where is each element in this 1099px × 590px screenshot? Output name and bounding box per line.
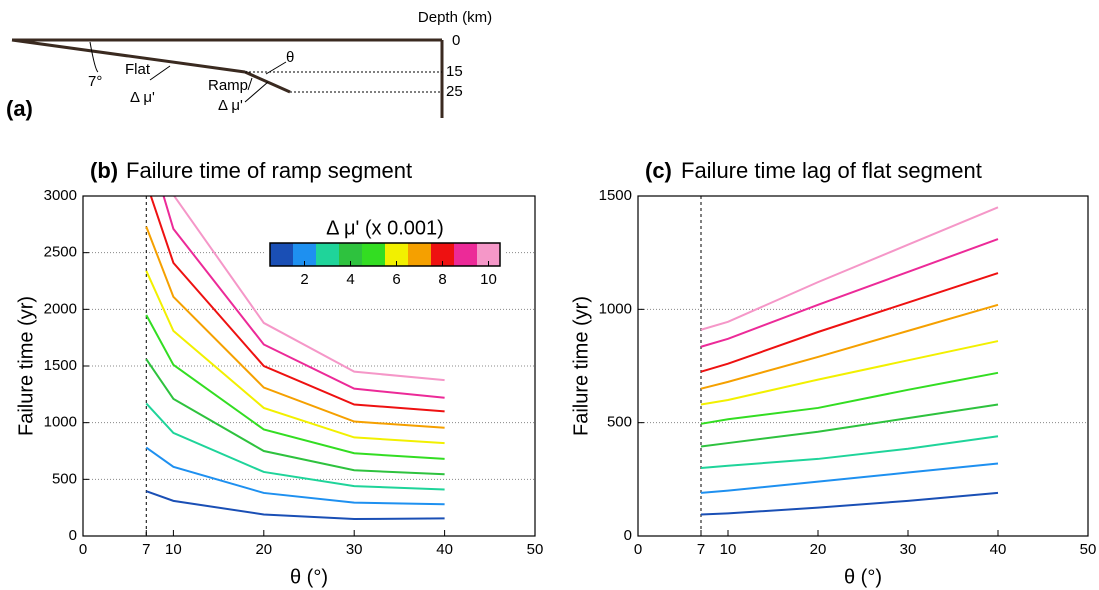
panel-label: (a) xyxy=(6,96,33,121)
y-tick-label: 2000 xyxy=(44,300,77,317)
series-line xyxy=(145,270,445,445)
colorbar-segment xyxy=(339,243,362,266)
colorbar-segment xyxy=(454,243,477,266)
series-line xyxy=(700,303,999,390)
series-line xyxy=(172,196,445,382)
y-tick-label: 0 xyxy=(624,527,632,544)
depth-label: 25 xyxy=(446,83,463,100)
colorbar-tick-label: 8 xyxy=(438,271,446,288)
x-tick-label: 40 xyxy=(990,541,1007,558)
panel-label: (c) xyxy=(645,158,672,183)
series-line xyxy=(700,371,999,425)
y-tick-label: 1000 xyxy=(599,300,632,317)
series-line xyxy=(145,402,445,491)
series-line xyxy=(700,435,999,469)
plot-frame xyxy=(82,195,536,537)
diagram xyxy=(11,38,444,118)
y-axis-label: Failure time (yr) xyxy=(15,296,37,436)
x-tick-label: 0 xyxy=(79,541,87,558)
y-tick-label: 3000 xyxy=(44,187,77,204)
arrow xyxy=(244,81,269,103)
plot-area xyxy=(700,206,999,516)
x-tick-label: 10 xyxy=(720,541,737,558)
series-line xyxy=(700,491,999,516)
panel-label: (b) xyxy=(90,158,118,183)
series-line xyxy=(145,226,445,429)
y-tick-label: 0 xyxy=(69,527,77,544)
arrow xyxy=(149,65,171,81)
chart-title: Failure time of ramp segment xyxy=(126,158,412,183)
x-tick-label: 7 xyxy=(697,541,705,558)
plot-area xyxy=(145,196,445,521)
colorbar-segment xyxy=(293,243,316,266)
x-tick-label: 20 xyxy=(810,541,827,558)
colorbar-segment xyxy=(477,243,500,266)
x-tick-label: 30 xyxy=(346,541,363,558)
series-line xyxy=(700,340,999,406)
arrow xyxy=(265,61,287,75)
series-line xyxy=(149,196,445,413)
colorbar-segment xyxy=(362,243,385,266)
series-line xyxy=(145,314,445,460)
x-tick-label: 30 xyxy=(900,541,917,558)
colorbar-tick-label: 6 xyxy=(392,271,400,288)
ramp-label: Ramp xyxy=(208,77,248,94)
x-tick-label: 50 xyxy=(527,541,544,558)
y-tick-label: 500 xyxy=(607,414,632,431)
series-line xyxy=(700,272,999,373)
colorbar-segment xyxy=(316,243,339,266)
series-line xyxy=(145,358,445,476)
friction-label: Δ μ' xyxy=(130,89,155,106)
x-tick-label: 7 xyxy=(142,541,150,558)
colorbar-frame xyxy=(269,242,501,267)
friction-label: Δ μ' xyxy=(218,97,243,114)
colorbar-tick-label: 10 xyxy=(480,271,497,288)
depth-label: 0 xyxy=(452,32,460,49)
colorbar-title: Δ μ' (x 0.001) xyxy=(326,217,444,239)
y-tick-label: 1500 xyxy=(44,357,77,374)
chart-title: Failure time lag of flat segment xyxy=(681,158,982,183)
arrow xyxy=(89,41,99,73)
colorbar-segment xyxy=(385,243,408,266)
y-tick-label: 1000 xyxy=(44,414,77,431)
colorbar-segment xyxy=(431,243,454,266)
y-tick-label: 1500 xyxy=(599,187,632,204)
depth-label: 15 xyxy=(446,63,463,80)
arrow xyxy=(247,77,253,91)
series-line xyxy=(162,196,445,399)
x-axis-label: θ (°) xyxy=(290,566,328,588)
series-line xyxy=(700,206,999,331)
series-line xyxy=(700,462,999,494)
colorbar-tick-label: 2 xyxy=(300,271,308,288)
angle-label: 7° xyxy=(88,73,102,90)
colorbar-segment xyxy=(408,243,431,266)
series-line xyxy=(145,446,445,506)
flat-fault xyxy=(11,38,246,74)
ramp-angle-label: θ xyxy=(286,49,294,66)
x-tick-label: 0 xyxy=(634,541,642,558)
colorbar-segment xyxy=(270,243,293,266)
plot-frame xyxy=(637,195,1089,537)
series-line xyxy=(145,490,445,521)
depth-title: Depth (km) xyxy=(418,9,492,26)
series-line xyxy=(700,403,999,448)
x-tick-label: 50 xyxy=(1080,541,1097,558)
colorbar-tick-label: 4 xyxy=(346,271,354,288)
x-tick-label: 10 xyxy=(165,541,182,558)
x-tick-label: 20 xyxy=(255,541,272,558)
series-line xyxy=(700,238,999,348)
y-tick-label: 2500 xyxy=(44,244,77,261)
y-tick-label: 500 xyxy=(52,470,77,487)
flat-label: Flat xyxy=(125,61,151,78)
x-tick-label: 40 xyxy=(436,541,453,558)
x-axis-label: θ (°) xyxy=(844,566,882,588)
y-axis-label: Failure time (yr) xyxy=(570,296,592,436)
